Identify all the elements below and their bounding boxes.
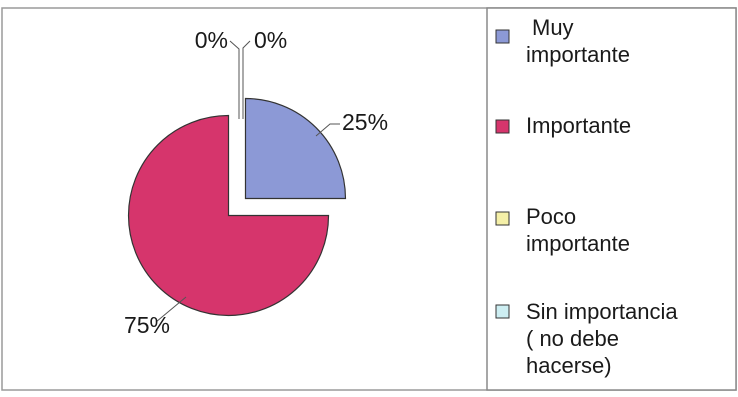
data-label-sin-importancia-no-debe-hacerse: 0% [254, 27, 287, 53]
legend-label-sin-importancia-no-debe-hacerse: hacerse) [526, 353, 612, 378]
legend-label-sin-importancia-no-debe-hacerse: ( no debe [526, 326, 619, 351]
legend-box [486, 7, 737, 391]
legend-swatch-poco-importante [495, 211, 510, 226]
pie-slice-muy-importante [244, 97, 347, 200]
leader-line-importante [155, 296, 187, 323]
leader-line-muy-importante [315, 123, 340, 137]
legend-swatch-importante [495, 119, 510, 134]
legend-label-muy-importante: Muy [532, 15, 574, 40]
data-label-poco-importante: 0% [195, 27, 228, 53]
legend-swatch-sin-importancia-no-debe-hacerse [495, 304, 510, 319]
data-label-importante: 75% [124, 312, 170, 338]
data-label-muy-importante: 25% [342, 109, 388, 135]
legend-swatch-muy-importante [495, 29, 510, 44]
legend-item-importante: Importante [495, 113, 631, 138]
leader-line-sin-importancia-no-debe-hacerse [242, 40, 251, 119]
legend-label-poco-importante: importante [526, 231, 630, 256]
legend-label-poco-importante: Poco [526, 204, 576, 229]
leader-line-poco-importante [229, 40, 240, 119]
legend-label-muy-importante: importante [526, 42, 630, 67]
data-labels: 25% 75% 0% 0% [124, 27, 388, 338]
pie-slice-importante [127, 114, 330, 317]
pie-slices [127, 97, 347, 317]
legend-label-sin-importancia-no-debe-hacerse: Sin importancia [526, 299, 678, 324]
legend: MuyimportanteImportantePocoimportanteSin… [495, 15, 678, 378]
leader-lines [155, 40, 340, 323]
legend-label-importante: Importante [526, 113, 631, 138]
